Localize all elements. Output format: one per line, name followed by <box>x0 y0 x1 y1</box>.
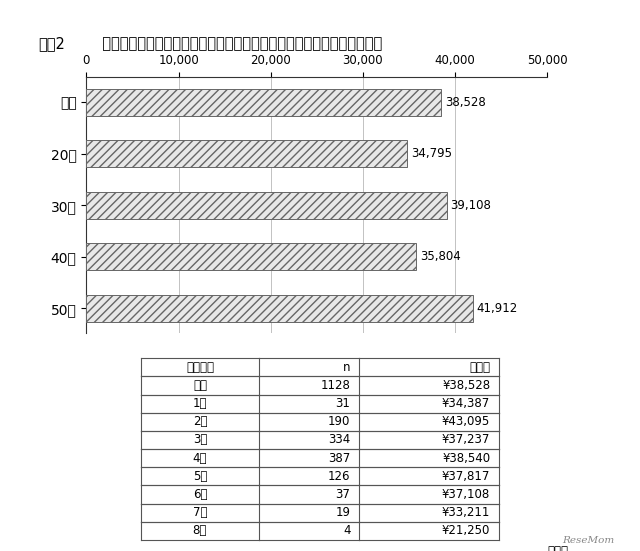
Text: 31: 31 <box>335 397 351 410</box>
Text: 6人: 6人 <box>193 488 207 501</box>
Text: 39,108: 39,108 <box>451 199 492 212</box>
Text: 1128: 1128 <box>321 379 351 392</box>
Text: 38,528: 38,528 <box>445 96 486 109</box>
Text: ¥37,817: ¥37,817 <box>442 470 490 483</box>
Text: 1人: 1人 <box>193 397 207 410</box>
Text: 8人: 8人 <box>193 525 207 537</box>
Bar <box>86 89 442 116</box>
Text: 3人: 3人 <box>193 434 207 446</box>
Text: 37: 37 <box>335 488 351 501</box>
Text: 41,912: 41,912 <box>476 302 518 315</box>
Text: 387: 387 <box>328 452 351 464</box>
Bar <box>86 141 407 167</box>
Bar <box>86 244 417 270</box>
Text: 平均値: 平均値 <box>469 361 490 374</box>
Bar <box>86 192 447 219</box>
Text: 全体: 全体 <box>193 379 207 392</box>
Text: 19: 19 <box>335 506 351 519</box>
Text: ¥34,387: ¥34,387 <box>442 397 490 410</box>
Bar <box>86 295 473 322</box>
Text: ¥43,095: ¥43,095 <box>442 415 490 428</box>
Text: 190: 190 <box>328 415 351 428</box>
Text: 34,795: 34,795 <box>411 147 452 160</box>
Text: 35,804: 35,804 <box>420 250 461 263</box>
Text: ReseMom: ReseMom <box>562 537 614 545</box>
Text: 世帯人数: 世帯人数 <box>186 361 214 374</box>
Text: ¥38,528: ¥38,528 <box>442 379 490 392</box>
Text: 今年のゴールデンウィークの予算（全体、年代別、世帯人数別平均値）: 今年のゴールデンウィークの予算（全体、年代別、世帯人数別平均値） <box>93 36 382 51</box>
Text: ¥33,211: ¥33,211 <box>442 506 490 519</box>
Text: ¥38,540: ¥38,540 <box>442 452 490 464</box>
Text: （円）: （円） <box>547 544 568 551</box>
Text: 4: 4 <box>343 525 351 537</box>
Text: 2人: 2人 <box>193 415 207 428</box>
Text: 7人: 7人 <box>193 506 207 519</box>
Text: 5人: 5人 <box>193 470 207 483</box>
Text: 4人: 4人 <box>193 452 207 464</box>
Text: 334: 334 <box>328 434 351 446</box>
Text: 126: 126 <box>328 470 351 483</box>
Text: ¥37,237: ¥37,237 <box>442 434 490 446</box>
Text: ¥37,108: ¥37,108 <box>442 488 490 501</box>
Text: 図表2: 図表2 <box>38 36 65 51</box>
Text: ¥21,250: ¥21,250 <box>442 525 490 537</box>
Text: n: n <box>343 361 351 374</box>
